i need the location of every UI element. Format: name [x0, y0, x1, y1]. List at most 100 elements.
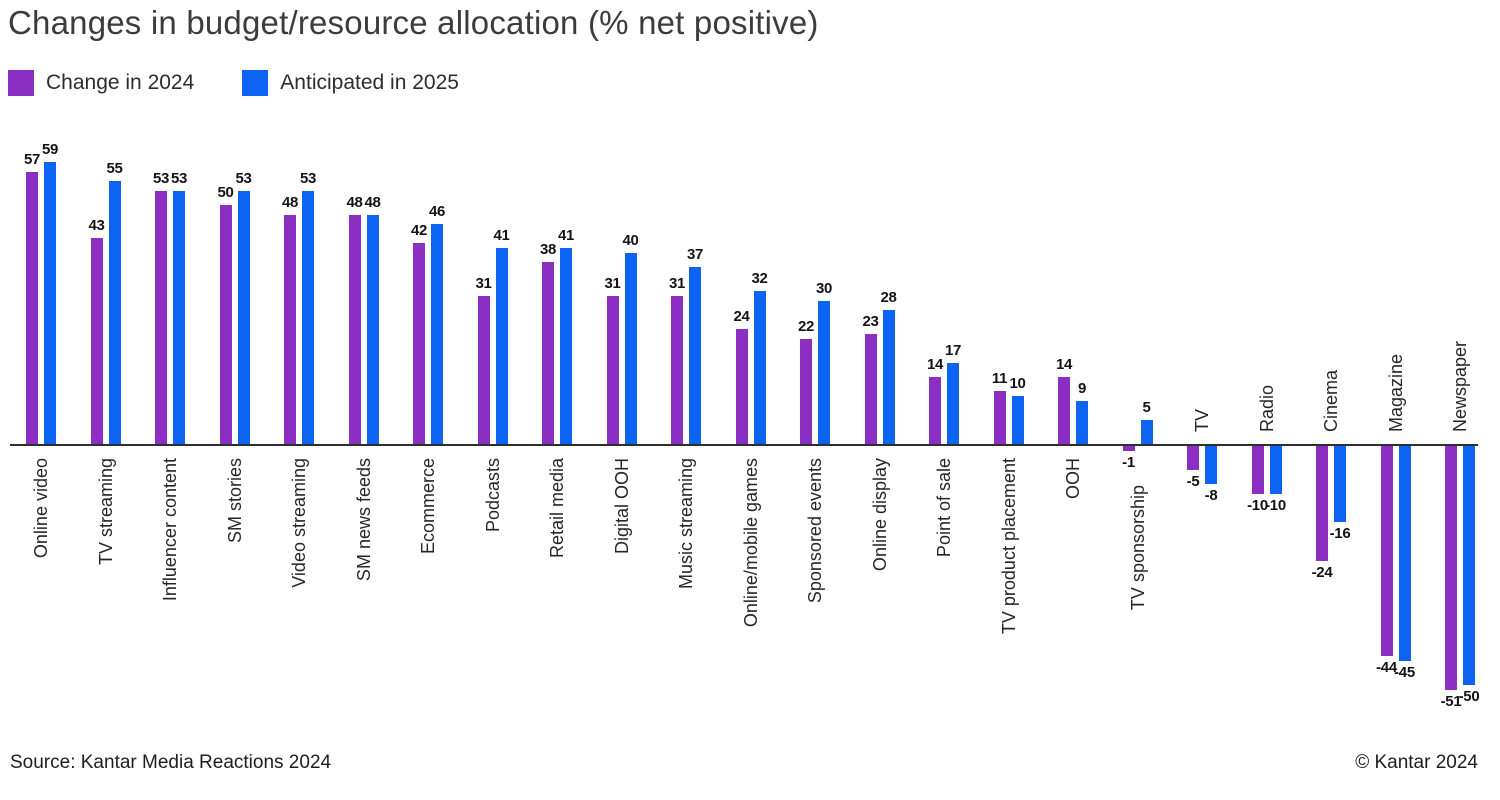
bar-anticipated-2025	[818, 300, 830, 444]
value-label: 17	[944, 341, 962, 359]
legend: Change in 2024 Anticipated in 2025	[8, 70, 459, 96]
bar-anticipated-2025	[1398, 446, 1411, 662]
bar-anticipated-2025	[753, 291, 766, 444]
bar-change-2024	[671, 295, 683, 444]
legend-label-2024: Change in 2024	[46, 71, 195, 94]
value-label: 30	[815, 279, 833, 297]
bar-anticipated-2025	[689, 267, 701, 444]
bar-change-2024	[800, 338, 812, 444]
value-label: 31	[475, 274, 492, 292]
bar-anticipated-2025	[302, 190, 314, 444]
bar-anticipated-2025	[882, 310, 895, 444]
bar-change-2024	[929, 377, 941, 444]
category-label: TV streaming	[95, 458, 116, 566]
value-label: 43	[88, 217, 105, 235]
category-label: Online video	[31, 458, 51, 559]
value-label: -1	[1122, 453, 1135, 471]
value-label: 48	[281, 193, 299, 211]
bar-anticipated-2025	[1011, 396, 1024, 444]
value-label: 57	[23, 150, 41, 168]
value-label: 9	[1077, 379, 1087, 397]
bar-change-2024	[1380, 446, 1393, 657]
category-label: SM stories	[224, 458, 245, 544]
source-note: Source: Kantar Media Reactions 2024	[10, 752, 332, 773]
copyright-note: © Kantar 2024	[1355, 752, 1478, 773]
bar-change-2024	[1316, 446, 1328, 561]
value-label: 22	[797, 317, 815, 335]
value-label: 46	[428, 203, 446, 221]
value-label: 28	[880, 289, 897, 307]
category-label: Video streaming	[289, 458, 309, 588]
value-label: 14	[1055, 356, 1073, 374]
bar-anticipated-2025	[1463, 446, 1475, 685]
value-label: -8	[1204, 487, 1218, 505]
value-label: 53	[235, 169, 252, 187]
bar-anticipated-2025	[560, 248, 572, 444]
category-label: Radio	[1256, 384, 1277, 432]
category-label: TV	[1192, 408, 1212, 432]
value-label: 50	[217, 184, 234, 201]
category-label: Digital OOH	[611, 458, 632, 555]
value-label: 42	[410, 222, 428, 240]
value-label: 5	[1142, 399, 1151, 417]
category-label: Sponsored events	[805, 458, 825, 604]
bar-anticipated-2025	[108, 181, 121, 444]
value-label: 55	[106, 160, 123, 178]
bar-anticipated-2025	[1334, 446, 1346, 523]
value-label: -44	[1376, 659, 1397, 677]
category-label: Influencer content	[160, 458, 180, 602]
value-label: 53	[170, 169, 188, 187]
category-label: TV sponsorship	[1127, 484, 1148, 610]
footer: Source: Kantar Media Reactions 2024 © Ka…	[10, 752, 1478, 774]
value-label: -10	[1265, 496, 1286, 514]
value-label: 38	[539, 241, 557, 259]
category-label: Point of sale	[934, 458, 954, 558]
bar-change-2024	[1058, 377, 1070, 444]
bar-anticipated-2025	[495, 248, 508, 444]
legend-item-2025: Anticipated in 2025	[242, 70, 459, 96]
category-label: Music streaming	[676, 458, 696, 590]
category-label: Ecommerce	[418, 458, 438, 555]
value-label: -45	[1394, 664, 1415, 682]
bar-anticipated-2025	[44, 161, 56, 444]
bar-change-2024	[348, 214, 361, 444]
category-label: TV product placement	[998, 458, 1019, 635]
category-label: SM news feeds	[353, 458, 374, 582]
category-label: Podcasts	[482, 458, 503, 533]
legend-swatch-2025	[242, 70, 269, 96]
value-label: 32	[751, 270, 768, 288]
value-label: 31	[668, 274, 686, 292]
value-label: 14	[926, 356, 944, 374]
bar-change-2024	[1251, 446, 1264, 494]
legend-swatch-2024	[8, 70, 34, 96]
bar-anticipated-2025	[1076, 400, 1088, 444]
bar-change-2024	[993, 391, 1006, 444]
value-label: 24	[733, 308, 750, 326]
bar-change-2024	[26, 171, 38, 444]
bar-anticipated-2025	[624, 252, 637, 444]
bar-change-2024	[284, 214, 296, 444]
category-label: Online/mobile games	[740, 458, 761, 628]
value-label: 59	[41, 140, 59, 158]
bar-anticipated-2025	[173, 190, 185, 444]
bar-change-2024	[864, 334, 877, 444]
bar-change-2024	[1187, 446, 1199, 470]
value-label: 48	[364, 193, 381, 211]
bar-change-2024	[155, 190, 167, 444]
value-label: 40	[622, 231, 639, 249]
bar-anticipated-2025	[1269, 446, 1282, 494]
category-label: OOH	[1063, 458, 1083, 500]
bar-anticipated-2025	[1140, 420, 1153, 444]
value-label: 23	[862, 313, 879, 331]
bar-change-2024	[477, 295, 490, 444]
value-label: -16	[1329, 525, 1351, 543]
bar-change-2024	[606, 295, 619, 444]
bar-anticipated-2025	[1205, 446, 1217, 485]
bar-change-2024	[413, 243, 425, 444]
value-label: 37	[686, 246, 704, 264]
bar-anticipated-2025	[431, 224, 443, 444]
category-label: Online display	[869, 458, 890, 572]
bar-change-2024	[542, 262, 554, 444]
